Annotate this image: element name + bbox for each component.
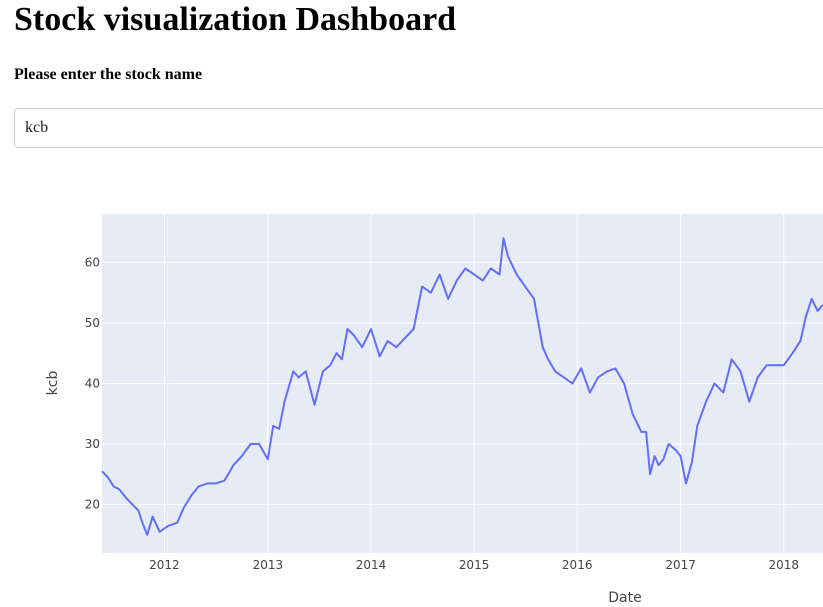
page-title: Stock visualization Dashboard bbox=[14, 1, 457, 38]
y-tick-label: 40 bbox=[85, 377, 100, 391]
x-tick-label: 2012 bbox=[149, 558, 180, 572]
x-tick-label: 2014 bbox=[356, 558, 387, 572]
y-tick-label: 20 bbox=[85, 498, 100, 512]
x-tick-label: 2016 bbox=[562, 558, 593, 572]
x-tick-label: 2018 bbox=[768, 558, 799, 572]
stock-name-input[interactable] bbox=[14, 108, 823, 148]
y-tick-label: 60 bbox=[85, 255, 100, 269]
y-axis-ticks: 20 30 40 50 60 bbox=[85, 255, 100, 511]
y-axis-title: kcb bbox=[45, 371, 61, 396]
x-tick-label: 2015 bbox=[459, 558, 490, 572]
stock-name-label: Please enter the stock name bbox=[14, 66, 203, 83]
y-tick-label: 50 bbox=[85, 316, 100, 330]
series-layer bbox=[101, 237, 823, 536]
y-tick-label: 30 bbox=[85, 437, 100, 451]
x-tick-label: 2017 bbox=[665, 558, 696, 572]
series-line bbox=[101, 237, 823, 536]
grid-lines bbox=[102, 214, 823, 553]
x-tick-label: 2013 bbox=[253, 558, 284, 572]
x-axis-ticks: 2012 2013 2014 2015 2016 2017 2018 bbox=[149, 558, 799, 572]
x-axis-title: Date bbox=[608, 590, 641, 606]
